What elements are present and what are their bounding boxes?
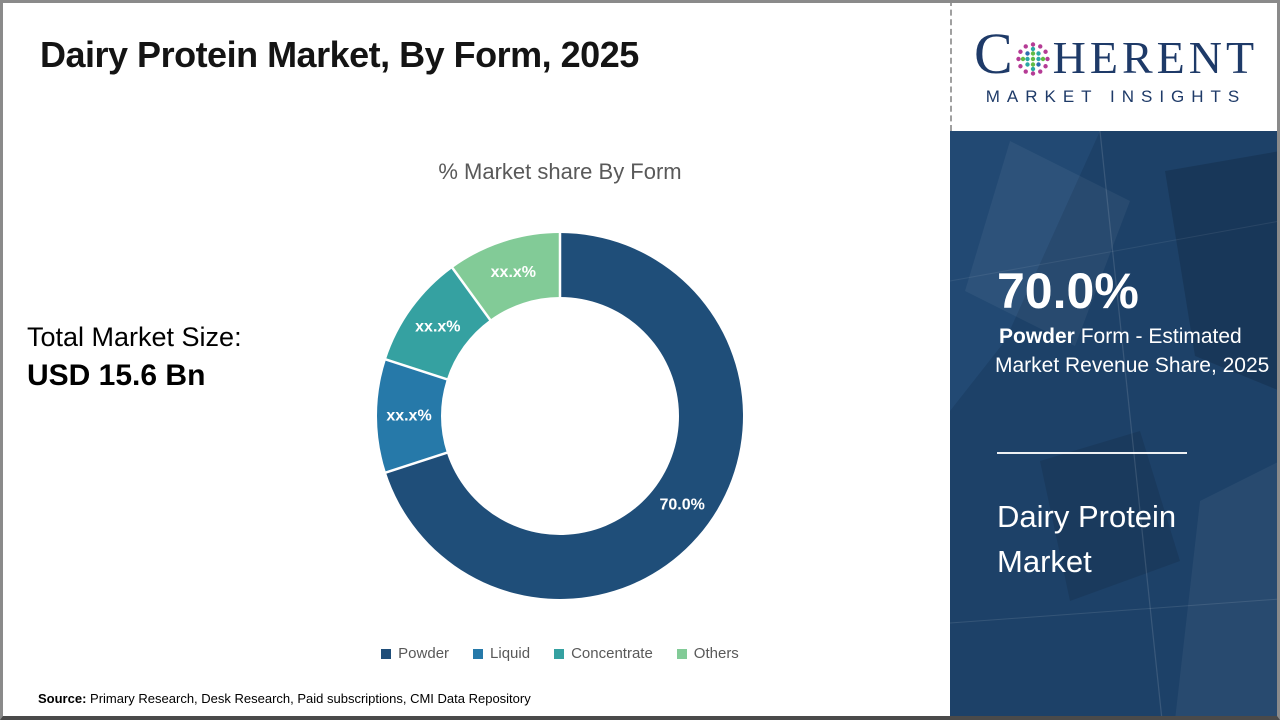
legend-item-liquid: Liquid xyxy=(473,645,530,662)
total-market-size-value: USD 15.6 Bn xyxy=(27,359,206,392)
donut-segment-others xyxy=(452,233,560,320)
segment-divider xyxy=(450,266,492,322)
legend-swatch-liquid xyxy=(473,648,484,659)
logo-wordmark: HERENT xyxy=(1052,31,1259,83)
sidebar-stat-segment: Powder xyxy=(999,325,1075,348)
logo-letter-c: C xyxy=(973,20,1013,86)
slice-label-others: xx.x% xyxy=(491,264,536,281)
legend-label-powder: Powder xyxy=(398,645,450,662)
total-market-size-label: Total Market Size: xyxy=(27,322,242,352)
total-market-size-block: Total Market Size: USD 15.6 Bn xyxy=(27,322,242,393)
legend-label-concentrate: Concentrate xyxy=(571,645,653,662)
source-text: Primary Research, Desk Research, Paid su… xyxy=(86,691,531,706)
source-note: Source: Primary Research, Desk Research,… xyxy=(38,691,531,706)
slice-label-powder: 70.0% xyxy=(659,496,704,513)
legend-item-powder: Powder xyxy=(381,645,449,662)
world-map-texture xyxy=(950,131,1280,720)
chart-legend: Powder Liquid Concentrate Others xyxy=(330,645,790,662)
donut-segment-concentrate xyxy=(385,267,491,380)
legend-item-concentrate: Concentrate xyxy=(554,645,653,662)
sidebar-stat-description: Powder Form - Estimated Market Revenue S… xyxy=(995,325,1270,377)
legend-item-others: Others xyxy=(676,645,739,662)
slice-label-concentrate: xx.x% xyxy=(415,319,460,336)
logo-globe-icon xyxy=(1015,41,1050,76)
sidebar-stat-value: 70.0% xyxy=(997,263,1139,319)
slice-label-liquid: xx.x% xyxy=(386,408,431,425)
logo-subtitle: MARKET INSIGHTS xyxy=(985,86,1247,106)
donut-chart-svg: 70.0% xx.x% xx.x% xx.x% xyxy=(377,232,743,599)
source-label: Source: xyxy=(38,691,87,706)
donut-segment-liquid xyxy=(377,359,447,473)
legend-label-liquid: Liquid xyxy=(490,645,531,662)
chart-title: % Market share By Form xyxy=(438,159,682,184)
sidebar-market-name: Dairy Protein Market xyxy=(997,499,1177,579)
page-title: Dairy Protein Market, By Form, 2025 xyxy=(40,34,639,75)
legend-swatch-concentrate xyxy=(554,648,565,659)
segment-divider xyxy=(384,451,449,475)
donut-segment-powder xyxy=(385,233,743,599)
segment-divider xyxy=(384,357,449,381)
legend-swatch-powder xyxy=(381,648,392,659)
legend-swatch-others xyxy=(676,648,687,659)
donut-chart: 70.0% xx.x% xx.x% xx.x% xyxy=(350,222,770,612)
highlight-sidebar: 70.0% Powder Form - Estimated Market Rev… xyxy=(950,131,1280,720)
legend-label-others: Others xyxy=(693,645,739,662)
sidebar-divider xyxy=(997,452,1187,454)
brand-logo: C HERENT MARKET INSIGHTS xyxy=(950,0,1280,131)
